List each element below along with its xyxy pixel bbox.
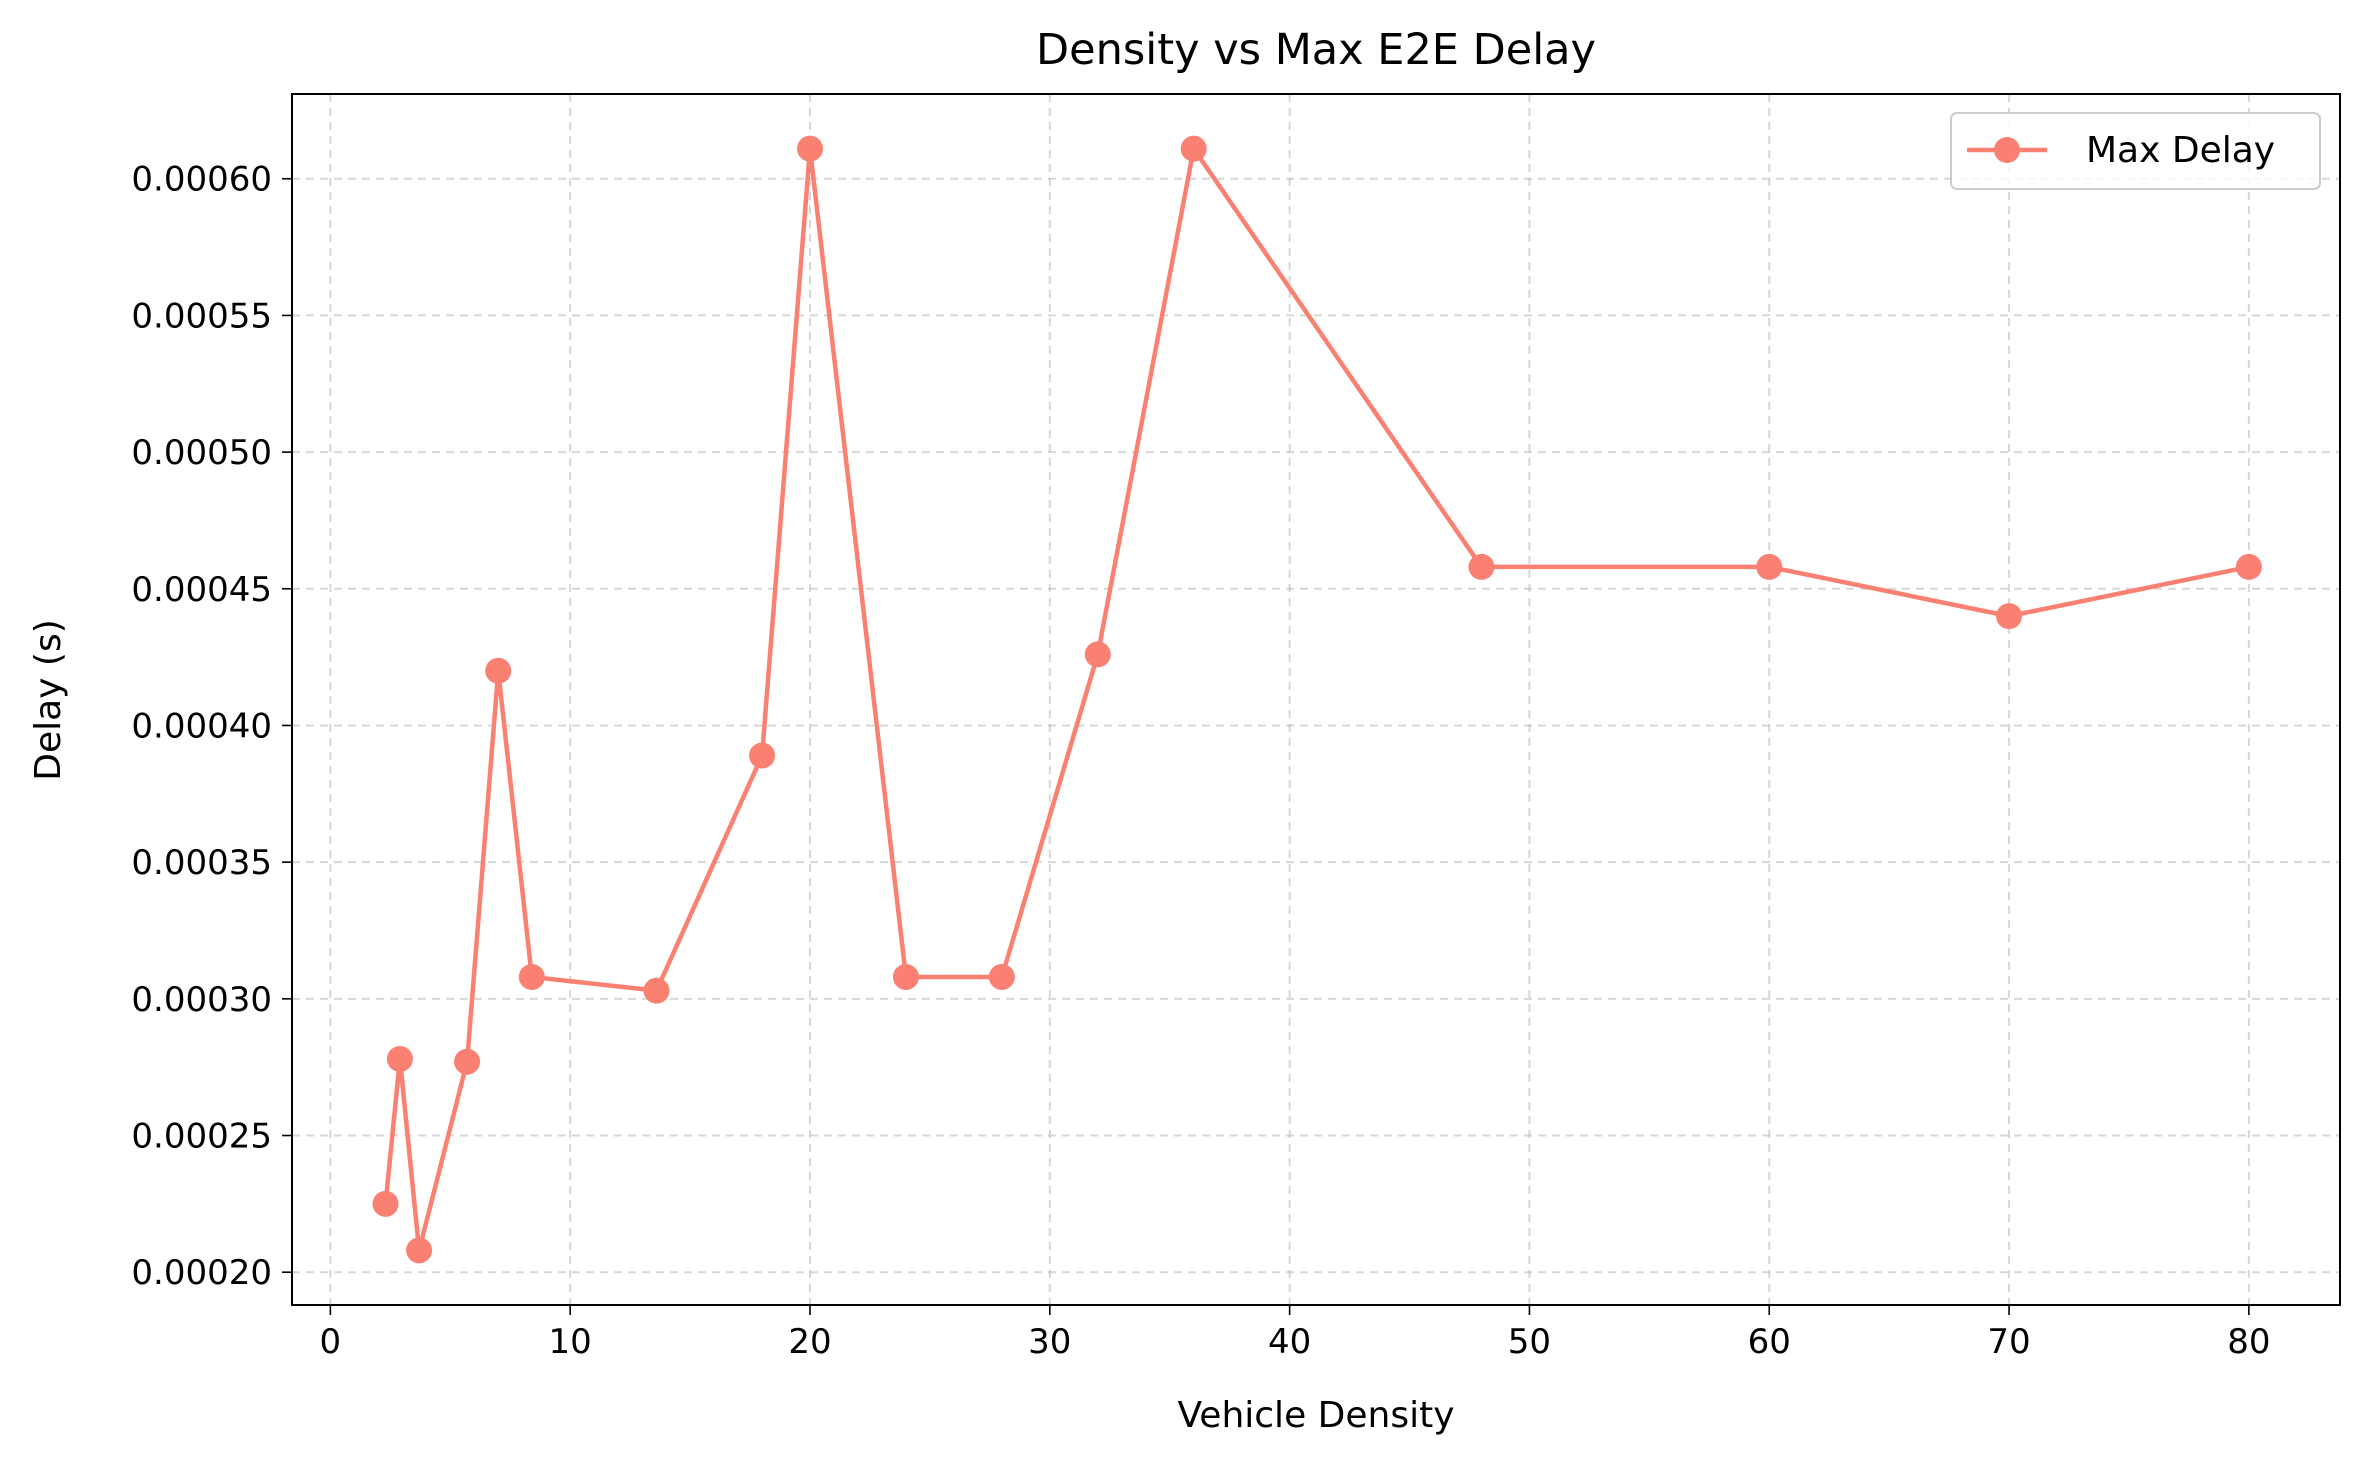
y-tick-label: 0.00050 [131, 433, 272, 473]
data-point [386, 1045, 413, 1072]
data-point [1756, 553, 1783, 580]
x-tick-label: 10 [549, 1322, 592, 1362]
data-point [406, 1237, 433, 1264]
x-tick-label: 70 [1987, 1322, 2030, 1362]
series-layer [372, 135, 2262, 1264]
data-point [1996, 603, 2023, 630]
y-axis-label: Delay (s) [28, 619, 69, 781]
x-tick-label: 60 [1748, 1322, 1791, 1362]
legend: Max Delay [1950, 112, 2321, 190]
y-tick-label: 0.00045 [131, 570, 272, 610]
axis-ticks: 0 10 20 30 40 50 60 70 80 0.00020 0.00025 0.00030 0.… [131, 160, 2270, 1362]
x-tick-label: 0 [320, 1322, 342, 1362]
data-point [796, 135, 823, 162]
data-point [1084, 641, 1111, 668]
data-point [2235, 553, 2262, 580]
data-point [454, 1048, 481, 1075]
y-tick-label: 0.00035 [131, 843, 272, 883]
x-tick-label: 80 [2227, 1322, 2270, 1362]
y-tick-label: 0.00055 [131, 296, 272, 336]
legend-box [1950, 112, 2321, 190]
y-tick-label: 0.00030 [131, 980, 272, 1020]
legend-label-max-delay: Max Delay [2086, 130, 2275, 171]
y-tick-label: 0.00060 [131, 160, 272, 200]
x-tick-label: 50 [1508, 1322, 1551, 1362]
y-tick-label: 0.00040 [131, 706, 272, 746]
data-point [372, 1190, 399, 1217]
data-point [518, 963, 545, 990]
x-tick-label: 40 [1268, 1322, 1311, 1362]
data-point [1180, 135, 1207, 162]
x-tick-label: 20 [788, 1322, 831, 1362]
data-point [1468, 553, 1495, 580]
data-point [749, 742, 776, 769]
data-point [892, 963, 919, 990]
x-tick-label: 30 [1028, 1322, 1071, 1362]
data-point [988, 963, 1015, 990]
data-point [643, 977, 670, 1004]
y-tick-label: 0.00020 [131, 1253, 272, 1293]
y-tick-label: 0.00025 [131, 1117, 272, 1157]
data-point [485, 657, 512, 684]
legend-marker-swatch [1994, 137, 2020, 163]
x-axis-label: Vehicle Density [1177, 1395, 1454, 1436]
chart-title: Density vs Max E2E Delay [1036, 25, 1596, 75]
plot-area-frame [291, 93, 2341, 1306]
grid [292, 94, 2340, 1305]
